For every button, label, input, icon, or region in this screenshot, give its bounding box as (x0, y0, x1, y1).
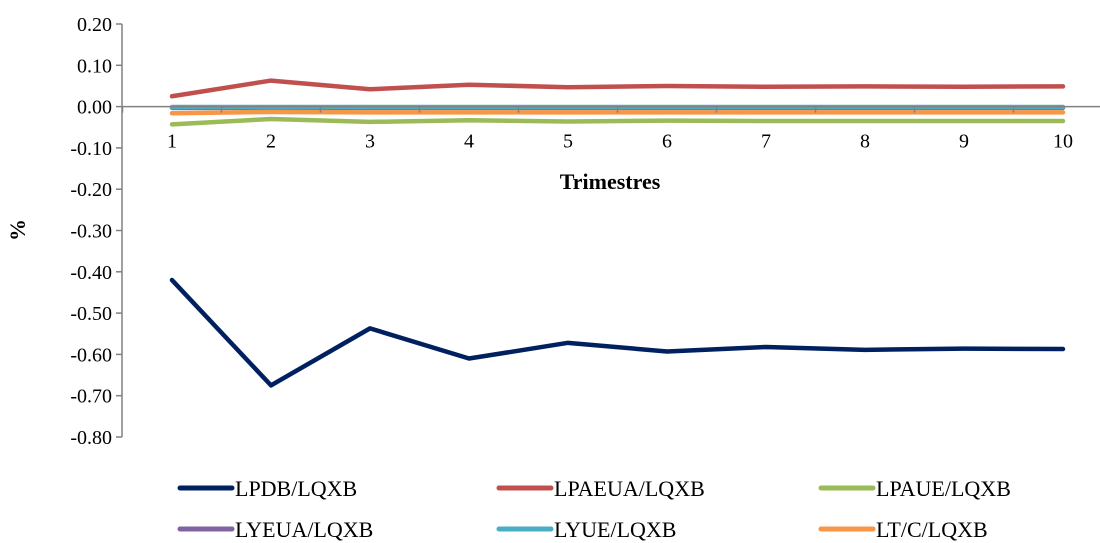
y-tick-label: -0.80 (70, 427, 112, 449)
x-tick-label: 9 (959, 131, 969, 153)
legend-item: LPDB/LQXB (177, 476, 357, 501)
series-line-lpaue-lqxb (169, 116, 1066, 127)
y-tick-labels: 0.20 0.10 0.00 -0.10 -0.20 -0.30 -0.40 -0.50 -0.… (70, 14, 112, 449)
legend-item: LT/C/LQXB (818, 517, 988, 542)
legend: LPDB/LQXB LPAEUA/LQXB LPAUE/LQXB LYEUA/LQXB… (177, 476, 1011, 542)
legend-item: LPAEUA/LQXB (496, 476, 705, 501)
y-tick-label: -0.60 (70, 344, 112, 366)
legend-label: LPAUE/LQXB (876, 476, 1011, 501)
legend-label: LT/C/LQXB (876, 517, 988, 542)
y-tick-label: -0.40 (70, 262, 112, 284)
x-axis-title: Trimestres (560, 169, 661, 194)
y-tick-label: -0.30 (70, 221, 112, 243)
y-tick-label: -0.20 (70, 179, 112, 201)
x-tick-label: 4 (464, 131, 474, 153)
y-tick-label: 0.00 (77, 97, 112, 119)
legend-label: LPDB/LQXB (235, 476, 357, 501)
x-tick-label: 6 (662, 131, 672, 153)
series-line-lpdb-lqxb (169, 277, 1066, 388)
legend-label: LYEUA/LQXB (235, 517, 373, 542)
y-tick-label: -0.50 (70, 303, 112, 325)
y-tick-label: -0.70 (70, 386, 112, 408)
legend-label: LPAEUA/LQXB (554, 476, 705, 501)
legend-label: LYUE/LQXB (554, 517, 676, 542)
legend-item: LYUE/LQXB (496, 517, 676, 542)
series-line-lpaeua-lqxb (169, 78, 1066, 99)
axis-layer (116, 23, 1100, 438)
y-tick-label: -0.10 (70, 138, 112, 160)
x-tick-label: 10 (1053, 131, 1073, 153)
series-layer (169, 78, 1066, 388)
x-tick-label: 3 (365, 131, 375, 153)
x-tick-label: 7 (761, 131, 771, 153)
legend-item: LYEUA/LQXB (177, 517, 373, 542)
x-tick-labels: 1 2 3 4 5 6 7 8 9 10 (167, 131, 1073, 153)
x-tick-label: 1 (167, 131, 177, 153)
x-tick-label: 8 (860, 131, 870, 153)
y-tick-label: 0.10 (77, 55, 112, 77)
y-axis-title: % (5, 219, 30, 241)
y-tick-label: 0.20 (77, 14, 112, 36)
x-tick-label: 5 (563, 131, 573, 153)
legend-item: LPAUE/LQXB (818, 476, 1011, 501)
x-tick-label: 2 (266, 131, 276, 153)
